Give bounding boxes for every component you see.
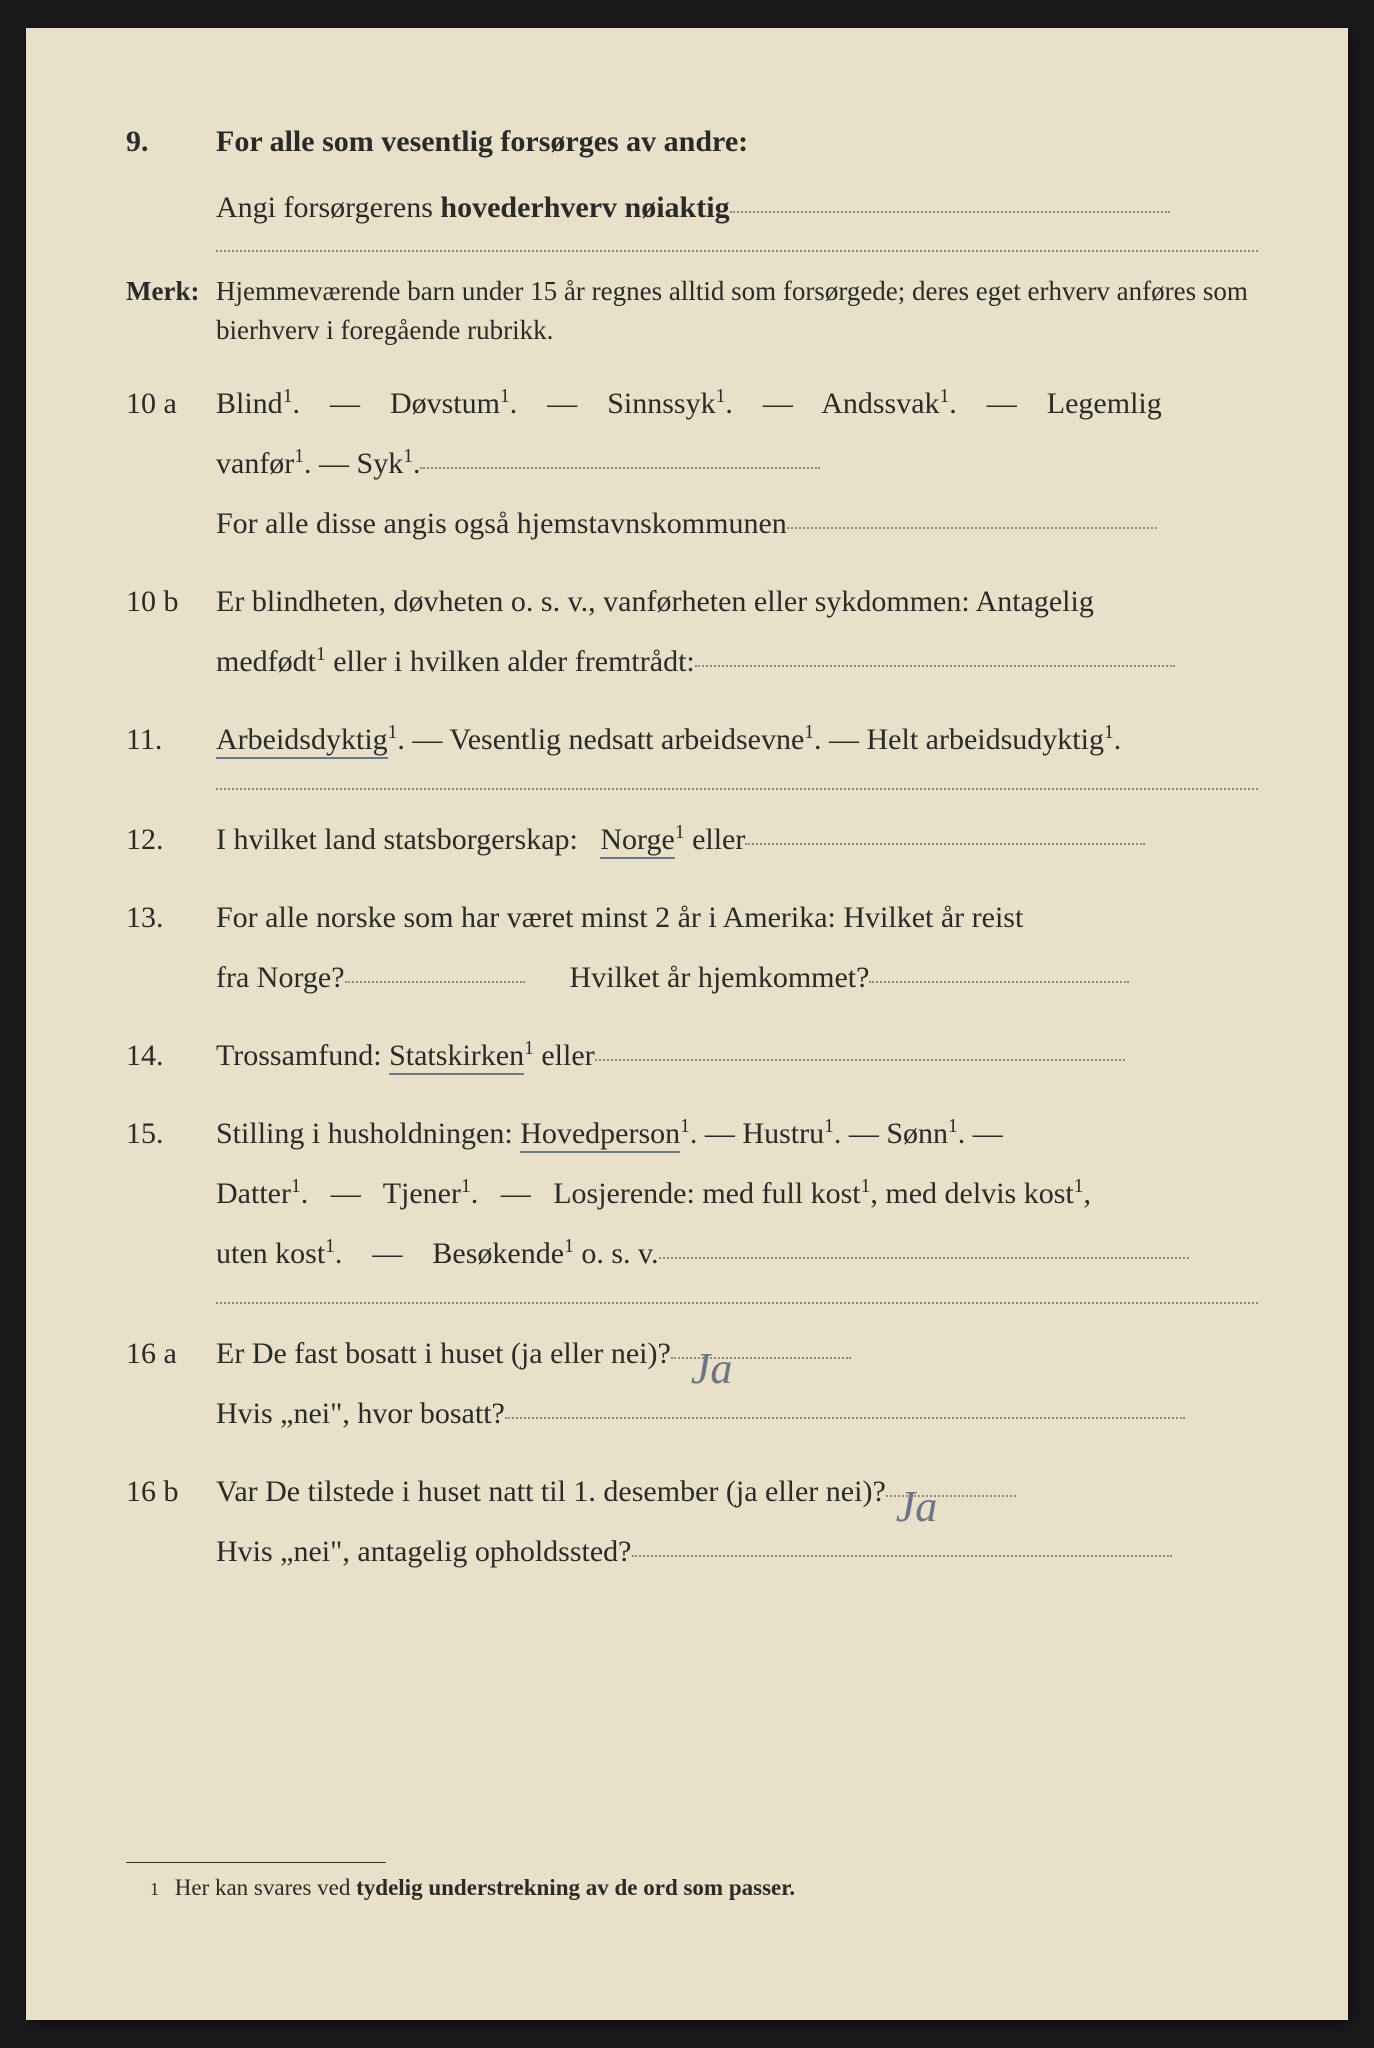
footnote-number: 1 (150, 1879, 159, 1899)
question-14: 14. Trossamfund: Statskirken1 eller (126, 1026, 1258, 1086)
q11-content: Arbeidsdyktig1. — Vesentlig nedsatt arbe… (216, 710, 1258, 770)
fill-line (659, 1257, 1189, 1259)
q9-line2: Angi forsørgerens hovederhverv nøiaktig (126, 184, 1258, 232)
fill-line (869, 981, 1129, 983)
question-12: 12. I hvilket land statsborgerskap: Norg… (126, 810, 1258, 870)
q10b-number: 10 b (126, 578, 216, 626)
fill-line (730, 211, 1170, 213)
merk-label: Merk: (126, 276, 216, 307)
handwritten-answer: Ja (691, 1325, 733, 1413)
question-10a: 10 a Blind1. — Døvstum1. — Sinnssyk1. — … (126, 374, 1258, 554)
handwritten-answer: Ja (896, 1463, 938, 1551)
footnote-rule (126, 1862, 386, 1863)
q9-subline: Angi forsørgerens hovederhverv nøiaktig (216, 184, 1258, 232)
q13-number: 13. (126, 894, 216, 942)
fill-line (632, 1555, 1172, 1557)
q16a-content: Er De fast bosatt i huset (ja eller nei)… (216, 1324, 1258, 1444)
q11-number: 11. (126, 716, 216, 764)
question-16b: 16 b Var De tilstede i huset natt til 1.… (126, 1462, 1258, 1582)
q12-number: 12. (126, 816, 216, 864)
divider (216, 788, 1258, 790)
fill-line: Ja (671, 1357, 851, 1359)
fill-line (745, 843, 1145, 845)
footnote: 1 Her kan svares ved tydelig understrekn… (150, 1875, 1258, 1901)
divider (216, 250, 1258, 252)
fill-line (420, 467, 820, 469)
merk-note: Merk: Hjemmeværende barn under 15 år reg… (126, 272, 1258, 350)
fill-line (695, 665, 1175, 667)
q10b-content: Er blindheten, døvheten o. s. v., vanfør… (216, 572, 1258, 692)
q14-number: 14. (126, 1032, 216, 1080)
merk-text: Hjemmeværende barn under 15 år regnes al… (216, 272, 1258, 350)
q9-number: 9. (126, 118, 216, 166)
fill-line (345, 981, 525, 983)
fill-line (595, 1059, 1125, 1061)
fill-line (787, 527, 1157, 529)
q16b-content: Var De tilstede i huset natt til 1. dese… (216, 1462, 1258, 1582)
q13-content: For alle norske som har været minst 2 år… (216, 888, 1258, 1008)
question-16a: 16 a Er De fast bosatt i huset (ja eller… (126, 1324, 1258, 1444)
q16b-number: 16 b (126, 1468, 216, 1516)
q10a-number: 10 a (126, 380, 216, 428)
q10a-content: Blind1. — Døvstum1. — Sinnssyk1. — Andss… (216, 374, 1258, 554)
question-10b: 10 b Er blindheten, døvheten o. s. v., v… (126, 572, 1258, 692)
document-page: 9. For alle som vesentlig forsørges av a… (26, 28, 1348, 2020)
fill-line (505, 1417, 1185, 1419)
divider (216, 1302, 1258, 1304)
q14-content: Trossamfund: Statskirken1 eller (216, 1026, 1258, 1086)
q15-number: 15. (126, 1110, 216, 1158)
question-11: 11. Arbeidsdyktig1. — Vesentlig nedsatt … (126, 710, 1258, 770)
q16a-number: 16 a (126, 1330, 216, 1378)
q12-content: I hvilket land statsborgerskap: Norge1 e… (216, 810, 1258, 870)
question-13: 13. For alle norske som har været minst … (126, 888, 1258, 1008)
q9-title: For alle som vesentlig forsørges av andr… (216, 118, 1258, 166)
q15-content: Stilling i husholdningen: Hovedperson1. … (216, 1104, 1258, 1284)
question-9: 9. For alle som vesentlig forsørges av a… (126, 118, 1258, 166)
question-15: 15. Stilling i husholdningen: Hovedperso… (126, 1104, 1258, 1284)
fill-line: Ja (886, 1495, 1016, 1497)
